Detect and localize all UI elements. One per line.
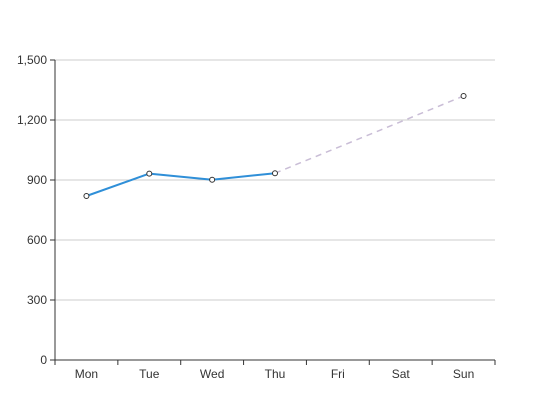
data-point (146, 170, 153, 177)
x-tick-label: Mon (75, 367, 98, 381)
y-tick-label: 0 (40, 353, 47, 367)
data-point (272, 170, 278, 177)
series-lines (86, 95, 464, 197)
y-tick-label: 1,500 (17, 53, 47, 67)
x-tick-label: Wed (200, 367, 224, 381)
x-tick-label: Tue (139, 367, 160, 381)
x-tick-label: Thu (265, 367, 286, 381)
x-tick-label: Sat (392, 367, 411, 381)
data-point (460, 93, 467, 99)
data-point (209, 176, 216, 183)
actual-line (86, 172, 276, 197)
axes: 0 300 600 900 1,200 1,500 Mon Tue Wed Thu Fri Sat Su… (17, 53, 496, 381)
grid-lines (55, 59, 495, 301)
x-tick-label: Sun (453, 367, 474, 381)
y-tick-label: 900 (27, 173, 47, 187)
data-points (83, 93, 467, 199)
y-tick-label: 300 (27, 293, 47, 307)
y-tick-label: 600 (27, 233, 47, 247)
forecast-line (274, 95, 464, 174)
y-tick-label: 1,200 (17, 113, 47, 127)
data-point (83, 193, 90, 199)
x-tick-label: Fri (331, 367, 345, 381)
